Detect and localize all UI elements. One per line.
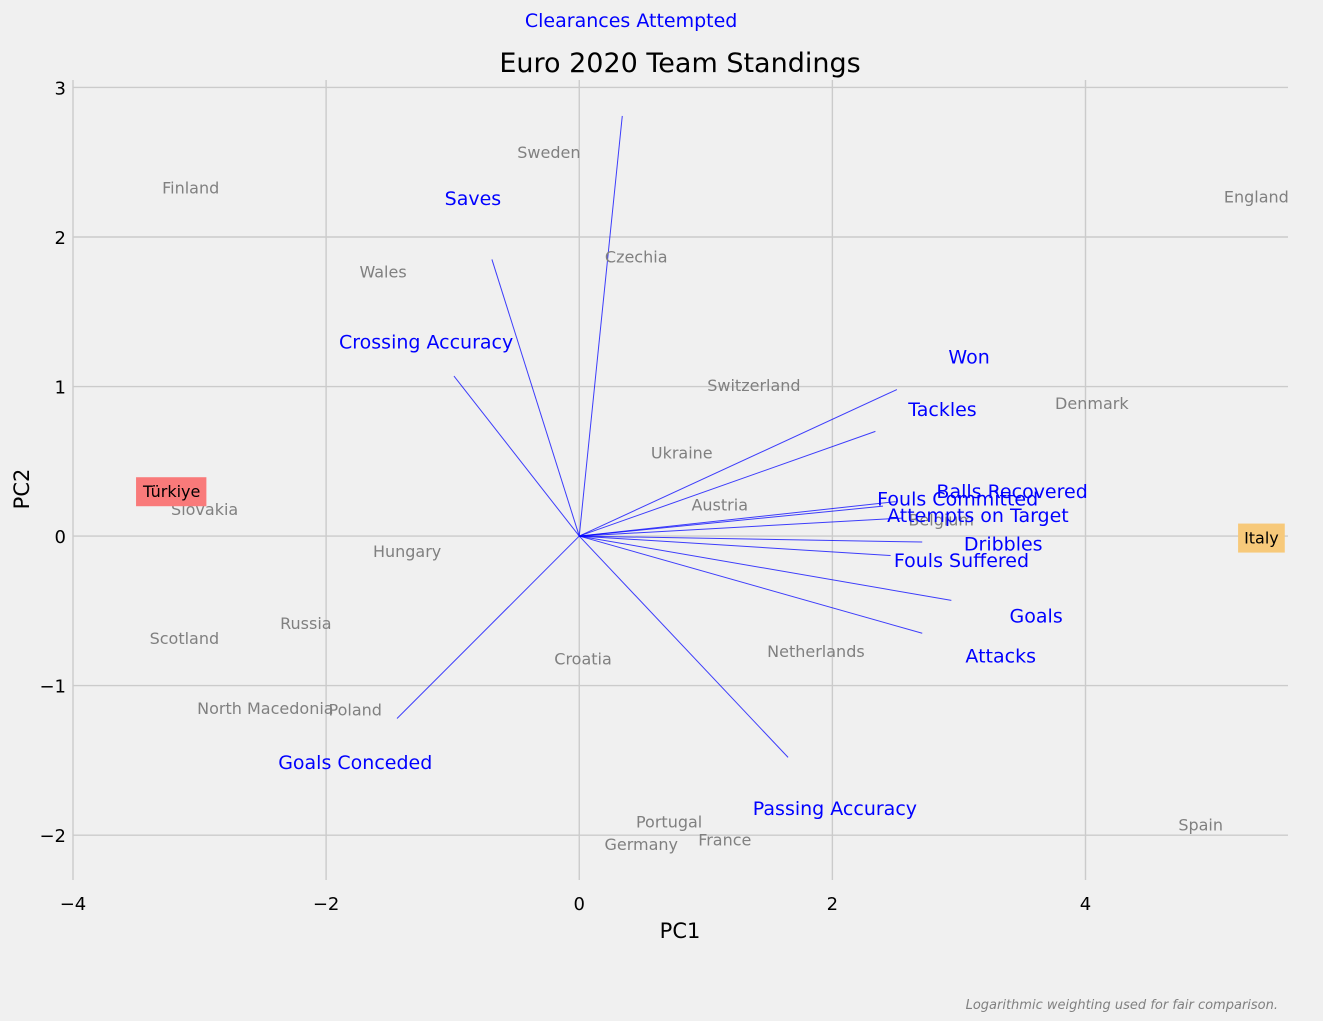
team-label: Netherlands [767, 642, 865, 661]
loading-label: Tackles [907, 399, 976, 421]
y-tick-label: −2 [39, 826, 66, 847]
team-label: Wales [359, 262, 406, 281]
team-label: France [698, 831, 751, 850]
x-tick-label: −2 [313, 894, 340, 915]
team-label: Poland [329, 701, 382, 720]
loading-vector [578, 535, 789, 758]
team-label: Portugal [636, 813, 702, 832]
y-tick-label: 1 [55, 378, 66, 399]
loading-vector [491, 259, 580, 537]
footnote: Logarithmic weighting used for fair comp… [966, 998, 1278, 1013]
x-tick-label: −4 [60, 894, 87, 915]
loading-vector [579, 535, 891, 557]
team-label: Denmark [1055, 394, 1129, 413]
loading-label: Balls Recovered [936, 481, 1087, 503]
team-label: Hungary [373, 542, 441, 561]
loading-label: Goals [1010, 605, 1063, 627]
y-tick-label: 0 [55, 527, 66, 548]
loading-label: Clearances Attempted [525, 10, 737, 32]
grid-lines [72, 80, 1288, 880]
highlight-box [1238, 523, 1285, 553]
x-axis-label: PC1 [660, 919, 701, 943]
team-label: England [1224, 188, 1289, 207]
chart-title: Euro 2020 Team Standings [499, 48, 860, 79]
loading-vector [579, 535, 923, 543]
highlight-team: Italy [1238, 523, 1285, 553]
loading-label: Fouls Suffered [894, 550, 1029, 572]
loading-label: Passing Accuracy [753, 798, 917, 820]
x-tick-label: 2 [827, 894, 838, 915]
loading-vector [579, 535, 952, 601]
team-label: Scotland [150, 629, 220, 648]
team-label: Finland [162, 179, 219, 198]
x-tick-label: 0 [574, 894, 585, 915]
loading-label: Attacks [965, 646, 1036, 668]
loading-label: Attempts on Target [887, 505, 1069, 527]
team-label: Belgium [908, 511, 974, 530]
loading-vector [578, 115, 623, 537]
highlight-team-label: Italy [1244, 529, 1279, 548]
team-label: Switzerland [707, 376, 800, 395]
axis-ticks: −4 −2 0 2 4 −2 −1 0 1 2 3 [39, 78, 1091, 915]
loading-label: Dribbles [964, 534, 1043, 556]
team-label: Sweden [517, 143, 580, 162]
loading-label: Crossing Accuracy [339, 332, 513, 354]
team-points: England Sweden Finland Wales Czechia Switzerl… [150, 143, 1289, 854]
loading-vector [579, 517, 903, 537]
loading-vector [579, 535, 923, 634]
team-label: Germany [604, 835, 678, 854]
team-label: Ukraine [651, 443, 713, 462]
team-label: Czechia [605, 247, 668, 266]
team-label: Croatia [554, 650, 612, 669]
team-label: Spain [1178, 816, 1223, 835]
highlight-team: Türkiye [136, 477, 207, 507]
highlight-team-label: Türkiye [142, 482, 200, 501]
loading-vector [579, 501, 896, 537]
loading-label: Goals Conceded [278, 752, 432, 774]
loading-label: Won [948, 347, 989, 369]
loading-vectors [396, 115, 952, 758]
y-axis-label: PC2 [10, 469, 34, 510]
loading-vector [396, 535, 580, 719]
y-tick-label: 3 [55, 78, 66, 99]
loading-label: Saves [445, 188, 502, 210]
team-label: Russia [280, 614, 331, 633]
loading-vector [579, 389, 898, 537]
loading-vector [579, 430, 876, 537]
y-tick-label: 2 [55, 228, 66, 249]
y-tick-label: −1 [39, 677, 66, 698]
team-label: North Macedonia [197, 699, 333, 718]
loading-label: Fouls Committed [877, 489, 1038, 511]
loading-labels: Clearances Attempted Saves Crossing Accura… [278, 10, 1088, 820]
highlighted-teams: Türkiye Italy [136, 477, 1285, 553]
loading-vector [453, 375, 580, 537]
highlight-box [136, 477, 207, 507]
x-tick-label: 4 [1080, 894, 1091, 915]
loading-vector [579, 505, 884, 537]
team-label: Austria [691, 496, 748, 515]
